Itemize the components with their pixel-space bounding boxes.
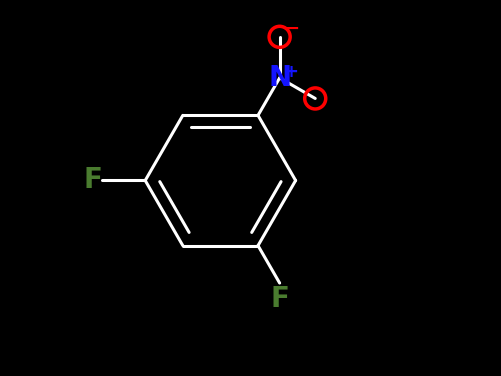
Text: F: F [270,285,289,313]
Text: N: N [268,64,291,92]
Text: F: F [83,167,102,194]
Text: +: + [284,63,299,81]
Text: −: − [284,20,299,38]
